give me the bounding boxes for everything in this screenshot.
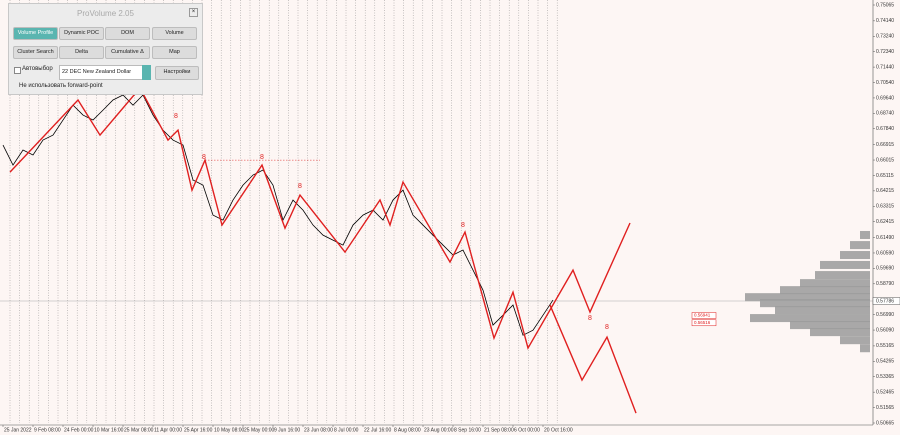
- wave-label: 8: [202, 154, 206, 161]
- profile-bar: [790, 321, 870, 330]
- x-tick-label: 20 Oct 16:00: [544, 427, 573, 433]
- x-tick-label: 6 Oct 00:00: [514, 427, 540, 433]
- x-tick-label: 9 Feb 08:00: [34, 427, 61, 433]
- settings-button[interactable]: Настройки: [155, 66, 199, 80]
- tool-button[interactable]: DOM: [105, 27, 150, 40]
- y-tick-label: 0.64215: [876, 188, 894, 194]
- tool-button[interactable]: Map: [152, 46, 197, 59]
- y-tick-label: 0.66015: [876, 157, 894, 163]
- y-tick-label: 0.60590: [876, 250, 894, 256]
- y-tick-label: 0.52465: [876, 389, 894, 395]
- profile-bar: [745, 293, 870, 302]
- profile-bar: [760, 299, 870, 308]
- wave-label: 8: [174, 113, 178, 120]
- y-tick-label: 0.62415: [876, 219, 894, 225]
- profile-bar: [840, 336, 870, 345]
- y-tick-label: 0.75065: [876, 2, 894, 8]
- level-box: [691, 312, 717, 319]
- y-tick-label: 0.56990: [876, 312, 894, 318]
- profile-bar: [850, 241, 870, 250]
- y-tick-label: 0.54265: [876, 359, 894, 365]
- wave-label: 8: [461, 222, 465, 229]
- x-tick-label: 8 Aug 08:00: [394, 427, 421, 433]
- current-price-box: [872, 297, 900, 305]
- y-tick-label: 0.51565: [876, 405, 894, 411]
- zigzag-line: [9, 86, 631, 350]
- level-label: 0.56516: [694, 320, 711, 325]
- panel-title: ProVolume 2.05: [77, 9, 134, 18]
- profile-bar: [840, 251, 870, 260]
- tool-button[interactable]: Delta: [59, 46, 104, 59]
- checkbox[interactable]: [14, 67, 21, 74]
- tool-button[interactable]: Volume: [152, 27, 197, 40]
- price-line: [2, 94, 554, 336]
- profile-bar: [820, 260, 870, 269]
- x-tick-label: 8 Jul 00:00: [334, 427, 359, 433]
- x-tick-label: 25 Jan 2022: [4, 427, 32, 433]
- x-tick-label: 11 Apr 00:00: [154, 427, 182, 433]
- current-price-label: 0.57786: [876, 298, 894, 304]
- level-label: 0.56941: [694, 313, 711, 318]
- profile-bar: [860, 344, 870, 353]
- y-tick-label: 0.50665: [876, 420, 894, 426]
- x-tick-label: 8 Sep 16:00: [454, 427, 481, 433]
- profile-bar: [800, 279, 870, 288]
- y-tick-label: 0.71440: [876, 64, 894, 70]
- y-tick-label: 0.67840: [876, 126, 894, 132]
- instrument-select[interactable]: 22 DEC New Zealand Dollar: [59, 65, 146, 80]
- level-box: [691, 319, 717, 327]
- y-tick-label: 0.68740: [876, 111, 894, 117]
- y-tick-label: 0.53365: [876, 374, 894, 380]
- x-tick-label: 10 May 08:00: [214, 427, 245, 433]
- y-tick-label: 0.63315: [876, 204, 894, 210]
- y-tick-label: 0.58790: [876, 281, 894, 287]
- wave-label: 8: [260, 154, 264, 161]
- y-tick-label: 0.55165: [876, 343, 894, 349]
- close-icon[interactable]: ×: [189, 8, 198, 17]
- profile-bar: [750, 314, 870, 323]
- x-tick-label: 25 Apr 16:00: [184, 427, 213, 433]
- profile-bar: [810, 328, 870, 337]
- x-tick-label: 25 May 00:00: [244, 427, 275, 433]
- profile-bar: [860, 230, 870, 239]
- x-tick-label: 9 Jun 16:00: [274, 427, 300, 433]
- wave-label: 8: [588, 315, 592, 322]
- checkbox-label: Автовыбор: [22, 66, 53, 72]
- profile-bar: [775, 306, 870, 315]
- x-tick-label: 10 Mar 16:00: [94, 427, 124, 433]
- select-arrow[interactable]: [142, 65, 151, 80]
- instrument-text: 22 DEC New Zealand Dollar: [62, 69, 132, 75]
- x-tick-label: 23 Jun 08:00: [304, 427, 333, 433]
- x-tick-label: 23 Aug 00:00: [424, 427, 454, 433]
- y-tick-label: 0.74140: [876, 18, 894, 24]
- note: Не использовать forward-point: [19, 83, 103, 89]
- tool-button[interactable]: Cluster Search: [13, 46, 58, 59]
- y-tick-label: 0.66915: [876, 142, 894, 148]
- profile-bar: [780, 286, 870, 295]
- y-tick-label: 0.65115: [876, 173, 894, 179]
- x-tick-label: 24 Feb 00:00: [64, 427, 94, 433]
- y-tick-label: 0.73240: [876, 34, 894, 40]
- wave-label: 8: [605, 324, 609, 331]
- y-tick-label: 0.69640: [876, 95, 894, 101]
- provolume-panel: ProVolume 2.05 × Volume Profile Dynamic P…: [8, 3, 203, 95]
- tool-button[interactable]: Cumulative Δ: [105, 46, 150, 59]
- y-tick-label: 0.59690: [876, 266, 894, 272]
- y-tick-label: 0.56090: [876, 327, 894, 333]
- x-tick-label: 21 Sep 08:00: [484, 427, 514, 433]
- x-tick-label: 22 Jul 16:00: [364, 427, 391, 433]
- x-tick-label: 25 Mar 08:00: [124, 427, 154, 433]
- y-tick-label: 0.70540: [876, 80, 894, 86]
- tool-button[interactable]: Dynamic POC: [59, 27, 104, 40]
- axis-panel: [873, 0, 900, 435]
- zigzag-line: [549, 304, 637, 414]
- profile-bar: [815, 271, 870, 280]
- y-tick-label: 0.61490: [876, 235, 894, 241]
- tool-button[interactable]: Volume Profile: [13, 27, 58, 40]
- wave-label: 8: [298, 183, 302, 190]
- y-tick-label: 0.72340: [876, 49, 894, 55]
